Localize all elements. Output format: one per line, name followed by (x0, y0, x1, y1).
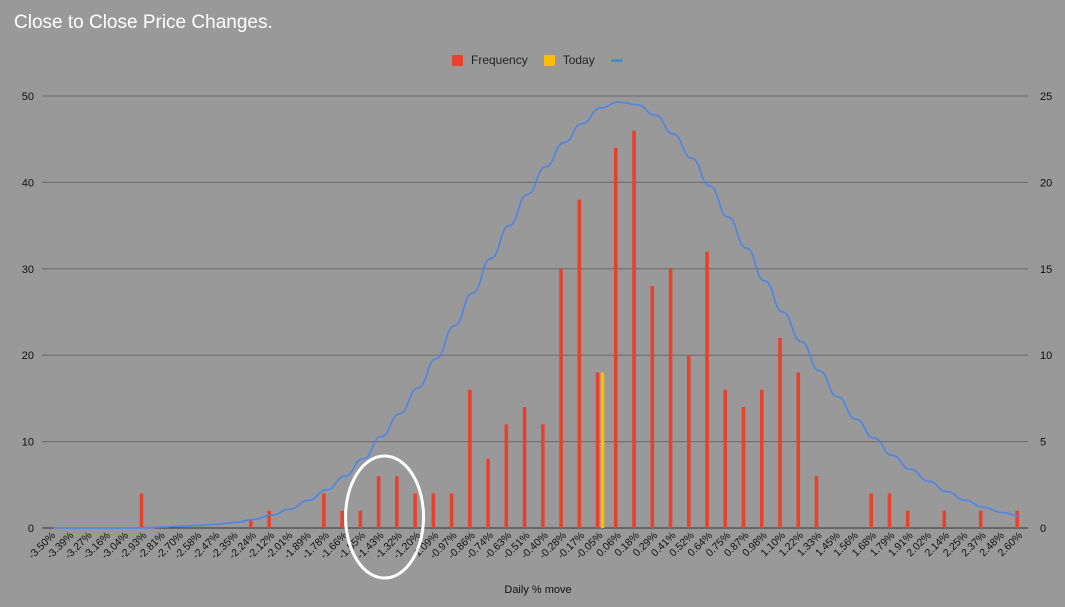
bar-frequency (486, 458, 490, 528)
bar-frequency (905, 510, 910, 528)
legend-swatch-curve (610, 58, 623, 62)
bar-frequency (686, 355, 691, 528)
bar-frequency (887, 493, 892, 528)
y-tick-label-right: 25 (1040, 91, 1052, 103)
bar-frequency (814, 476, 819, 528)
bar-frequency (614, 147, 618, 528)
bar-frequency (449, 493, 454, 528)
bar-frequency (796, 372, 801, 528)
bar-frequency (468, 389, 472, 528)
bar-frequency (1015, 510, 1019, 528)
bar-frequency (741, 407, 746, 528)
bar-frequency (322, 493, 326, 528)
y-tick-label-right: 0 (1040, 523, 1046, 535)
bar-frequency (504, 424, 509, 528)
bar-frequency (759, 389, 764, 528)
bar-frequency (705, 251, 709, 528)
bar-frequency (723, 389, 728, 528)
bar-frequency (376, 476, 381, 528)
axis-layer: 010203040500510152025-3.50%-3.39%-3.27%-… (22, 91, 1053, 562)
bar-frequency (522, 407, 527, 528)
legend-label-frequency: Frequency (471, 53, 528, 67)
bar-frequency (340, 510, 344, 528)
y-tick-label-left: 30 (22, 264, 34, 276)
bar-frequency (632, 130, 636, 528)
legend-item-curve[interactable] (610, 58, 623, 62)
y-tick-label-right: 20 (1040, 177, 1052, 189)
y-tick-label-right: 15 (1040, 264, 1052, 276)
y-tick-label-right: 5 (1040, 437, 1046, 449)
curve-line (53, 101, 1021, 529)
bar-frequency (668, 268, 673, 528)
bar-frequency (559, 268, 563, 528)
bar-frequency (541, 424, 545, 528)
y-tick-label-left: 10 (22, 437, 34, 449)
bar-frequency (139, 493, 144, 528)
bar-frequency (395, 476, 399, 528)
y-tick-label-left: 0 (28, 523, 34, 535)
legend: Frequency Today (452, 53, 639, 67)
bar-frequency (577, 199, 582, 528)
y-tick-label-right: 10 (1040, 350, 1052, 362)
bar-frequency (650, 286, 655, 528)
legend-item-frequency[interactable]: Frequency (452, 53, 528, 67)
highlight-ellipse (344, 454, 426, 580)
legend-label-today: Today (562, 53, 595, 67)
chart-title: Close to Close Price Changes. (14, 12, 273, 33)
bar-frequency (267, 510, 271, 528)
line-layer (53, 101, 1021, 529)
bar-layer (139, 130, 1019, 528)
bar-frequency (249, 519, 253, 528)
bar-frequency (595, 372, 600, 528)
bar-frequency (942, 510, 947, 528)
bar-frequency (413, 493, 417, 528)
annotation-layer (344, 454, 426, 580)
y-tick-label-left: 20 (22, 350, 34, 362)
legend-swatch-today (543, 54, 555, 66)
legend-item-today[interactable]: Today (543, 53, 595, 67)
bar-frequency (778, 337, 782, 528)
y-tick-label-left: 50 (22, 91, 34, 103)
bar-frequency (869, 493, 874, 528)
grid-layer (42, 95, 1028, 529)
bar-frequency (431, 493, 436, 528)
bar-frequency (978, 510, 983, 528)
bar-today (600, 372, 605, 528)
legend-swatch-frequency (452, 54, 463, 66)
y-tick-label-left: 40 (22, 177, 34, 189)
bar-frequency (358, 510, 363, 528)
x-axis-title: Daily % move (504, 584, 571, 596)
